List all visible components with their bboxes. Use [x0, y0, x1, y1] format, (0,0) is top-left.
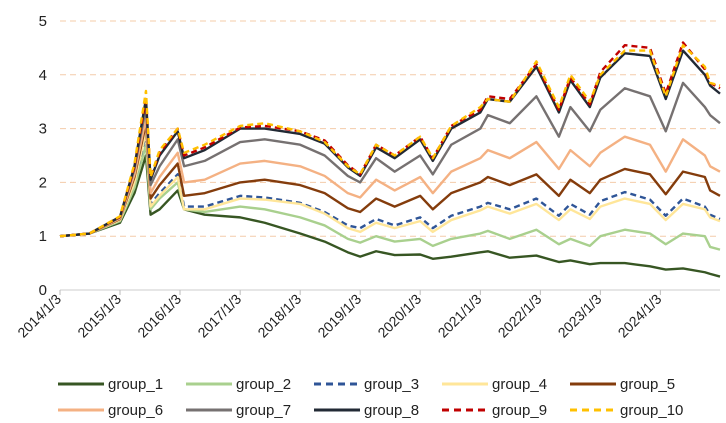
series-lines: [59, 41, 721, 278]
x-tick-label: 2015/1/3: [74, 291, 124, 341]
legend-label-group-8: group_8: [364, 402, 419, 419]
x-tick-label: 2022/1/3: [495, 291, 545, 341]
x-axis: 2014/1/3 2015/1/3 2016/1/3 2017/1/3 2018/1/3…: [14, 290, 665, 341]
x-tick-label: 2017/1/3: [194, 291, 244, 341]
series-line-group-8: [59, 49, 721, 238]
series-line-group-4: [59, 130, 721, 238]
y-tick-label: 4: [39, 67, 47, 84]
legend-label-group-7: group_7: [236, 402, 291, 419]
series-line-group-6: [59, 116, 721, 238]
series-line-group-3: [59, 132, 721, 238]
legend-label-group-3: group_3: [364, 376, 419, 393]
x-tick-label: 2016/1/3: [134, 291, 184, 341]
legend: group_1 group_2 group_3 group_4 group_5group…: [58, 376, 683, 419]
y-tick-label: 5: [39, 13, 47, 30]
legend-label-group-2: group_2: [236, 376, 291, 393]
y-tick-label: 1: [39, 228, 47, 245]
x-tick-label: 2023/1/3: [555, 291, 605, 341]
legend-label-group-1: group_1: [108, 376, 163, 393]
x-tick-label: 2021/1/3: [435, 291, 485, 341]
series-line-group-2: [59, 143, 721, 251]
x-tick-label: 2019/1/3: [314, 291, 364, 341]
x-tick-label: 2018/1/3: [254, 291, 304, 341]
series-line-group-1: [59, 154, 721, 278]
x-tick-label: 2020/1/3: [374, 291, 424, 341]
y-tick-label: 2: [39, 174, 47, 191]
legend-label-group-6: group_6: [108, 402, 163, 419]
y-tick-label: 3: [39, 121, 47, 138]
legend-label-group-9: group_9: [492, 402, 547, 419]
series-line-group-7: [59, 81, 721, 238]
series-line-group-10: [59, 44, 721, 238]
legend-label-group-10: group_10: [620, 402, 683, 419]
y-tick-label: 0: [39, 282, 47, 299]
x-tick-label: 2024/1/3: [615, 291, 665, 341]
legend-label-group-5: group_5: [620, 376, 675, 393]
series-line-group-5: [59, 122, 721, 238]
y-axis: 0 1 2 3 4 5: [39, 13, 47, 299]
legend-label-group-4: group_4: [492, 376, 547, 393]
